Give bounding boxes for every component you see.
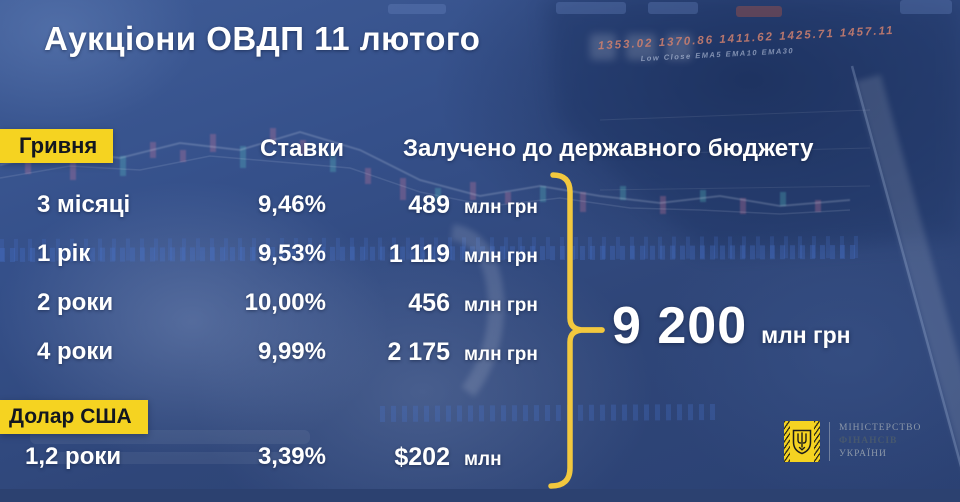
row-amount: $202 xyxy=(394,443,450,471)
row-rate: 9,46% xyxy=(257,191,326,218)
currency-tag-usd-label: Долар США xyxy=(9,405,132,428)
table-row: 4 роки 9,99% 2 175 млн грн xyxy=(0,338,620,368)
row-term: 3 місяці xyxy=(37,191,131,218)
table-row: 1 рік 9,53% 1 119 млн грн xyxy=(0,240,620,270)
ministry-name: МІНІСТЕРСТВО ФІНАНСІВ УКРАЇНИ xyxy=(829,422,922,461)
bottom-bar xyxy=(0,489,960,502)
row-rate: 9,99% xyxy=(257,338,326,365)
ministry-of-finance-logo: МІНІСТЕРСТВО ФІНАНСІВ УКРАЇНИ xyxy=(784,421,921,462)
row-rate: 10,00% xyxy=(244,289,326,316)
row-amount: 2 175 xyxy=(387,338,450,366)
row-term: 4 роки xyxy=(37,338,114,365)
total-value: 9 200 xyxy=(612,297,748,355)
column-header-rates: Ставки xyxy=(260,135,344,162)
row-rate: 9,53% xyxy=(257,240,326,267)
currency-tag-uah-label: Гривня xyxy=(19,133,98,158)
row-unit: млн грн xyxy=(464,295,538,316)
row-unit: млн грн xyxy=(464,197,538,218)
row-amount: 1 119 xyxy=(388,240,450,268)
row-amount: 456 xyxy=(408,289,450,317)
ministry-name-line1: МІНІСТЕРСТВО xyxy=(839,423,922,434)
ministry-name-line2: ФІНАНСІВ xyxy=(839,436,898,447)
table-row: 1,2 роки 3,39% $202 млн xyxy=(0,443,620,473)
table-row: 3 місяці 9,46% 489 млн грн xyxy=(0,191,620,221)
row-term: 1 рік xyxy=(37,240,91,267)
table-row: 2 роки 10,00% 456 млн грн xyxy=(0,289,620,319)
row-amount: 489 xyxy=(408,191,450,219)
currency-tag-usd: Долар США xyxy=(0,400,148,434)
column-header-raised: Залучено до державного бюджету xyxy=(403,135,814,162)
currency-tag-uah: Гривня xyxy=(0,129,114,163)
total-unit: млн грн xyxy=(761,322,851,348)
row-unit: млн xyxy=(464,449,502,470)
page-title: Аукціони ОВДП 11 лютого xyxy=(44,20,481,57)
total-raised: 9 200 млн грн xyxy=(612,296,851,356)
ukraine-trident-icon xyxy=(784,421,820,462)
row-rate: 3,39% xyxy=(257,443,326,470)
row-term: 1,2 роки xyxy=(25,443,122,470)
row-unit: млн грн xyxy=(464,344,538,365)
total-brace xyxy=(548,172,605,489)
ministry-name-line3: УКРАЇНИ xyxy=(839,448,887,459)
row-term: 2 роки xyxy=(37,289,114,316)
row-unit: млн грн xyxy=(464,246,538,267)
